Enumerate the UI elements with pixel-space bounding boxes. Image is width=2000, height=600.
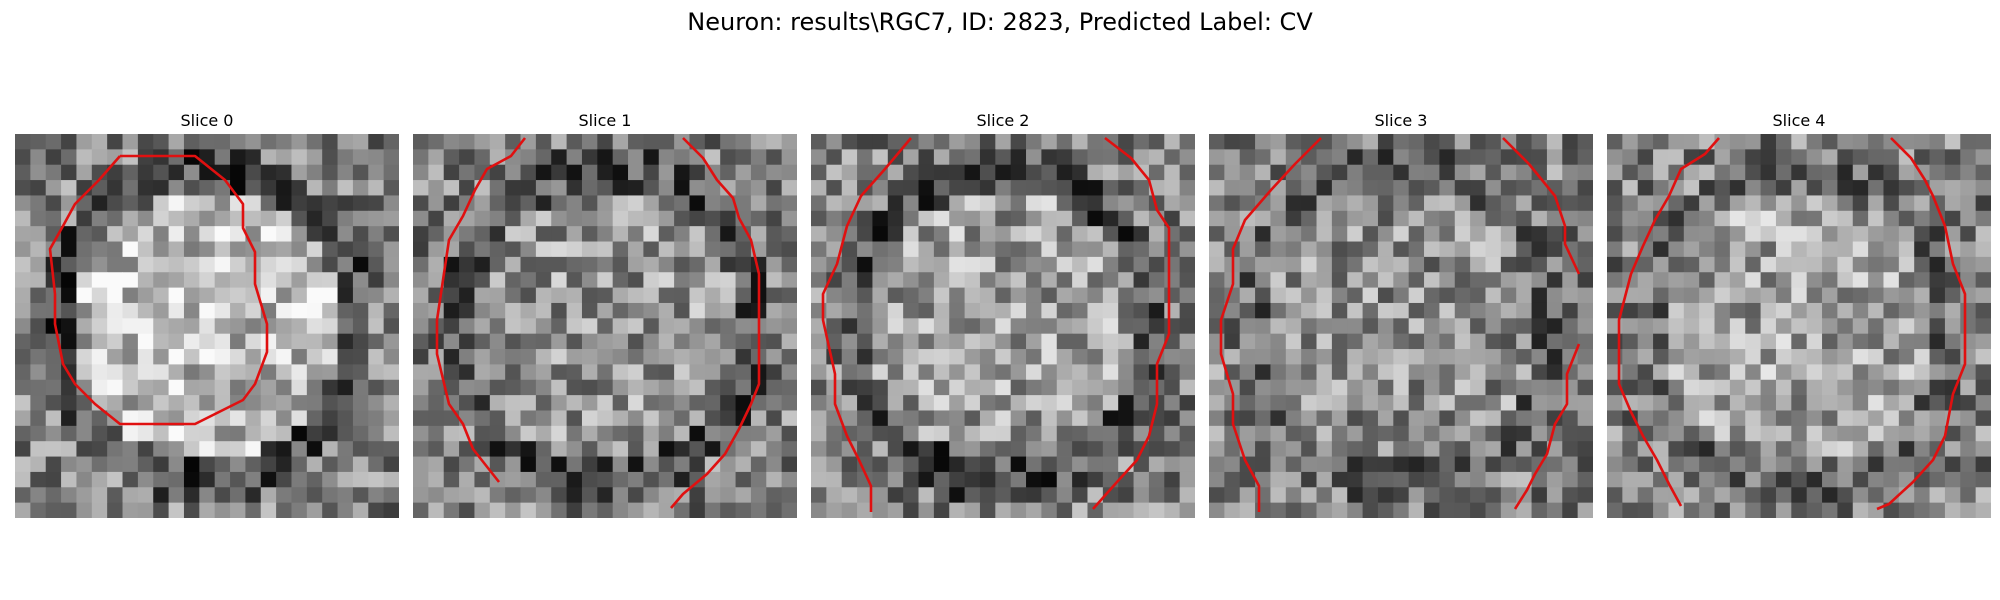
- figure-title: Neuron: results\RGC7, ID: 2823, Predicte…: [687, 8, 1313, 36]
- slice-title: Slice 0: [180, 111, 234, 130]
- slice-image: [413, 134, 797, 518]
- pixel-grid: [811, 134, 1195, 518]
- segmentation-contour: [821, 136, 1171, 512]
- slice-title: Slice 2: [976, 111, 1030, 130]
- segmentation-contour: [435, 137, 761, 509]
- pixel-grid: [1209, 134, 1593, 518]
- slice-image: [1209, 134, 1593, 518]
- slice-panel-0: Slice 0: [15, 108, 399, 518]
- slice-image: [15, 134, 399, 518]
- slice-panel-3: Slice 3: [1209, 108, 1593, 518]
- slice-panel-2: Slice 2: [811, 108, 1195, 518]
- slice-title: Slice 4: [1772, 111, 1826, 130]
- slice-image: [1607, 134, 1991, 518]
- slice-title: Slice 3: [1374, 111, 1428, 130]
- segmentation-contour: [48, 154, 269, 426]
- pixel-grid: [413, 134, 797, 518]
- segmentation-contour: [1617, 137, 1967, 511]
- slice-image: [811, 134, 1195, 518]
- slice-title: Slice 1: [578, 111, 632, 130]
- segmentation-contour: [1219, 137, 1581, 512]
- slice-panel-1: Slice 1: [413, 108, 797, 518]
- pixel-grid: [15, 134, 399, 518]
- pixel-grid: [1607, 134, 1991, 518]
- slice-panel-4: Slice 4: [1607, 108, 1991, 518]
